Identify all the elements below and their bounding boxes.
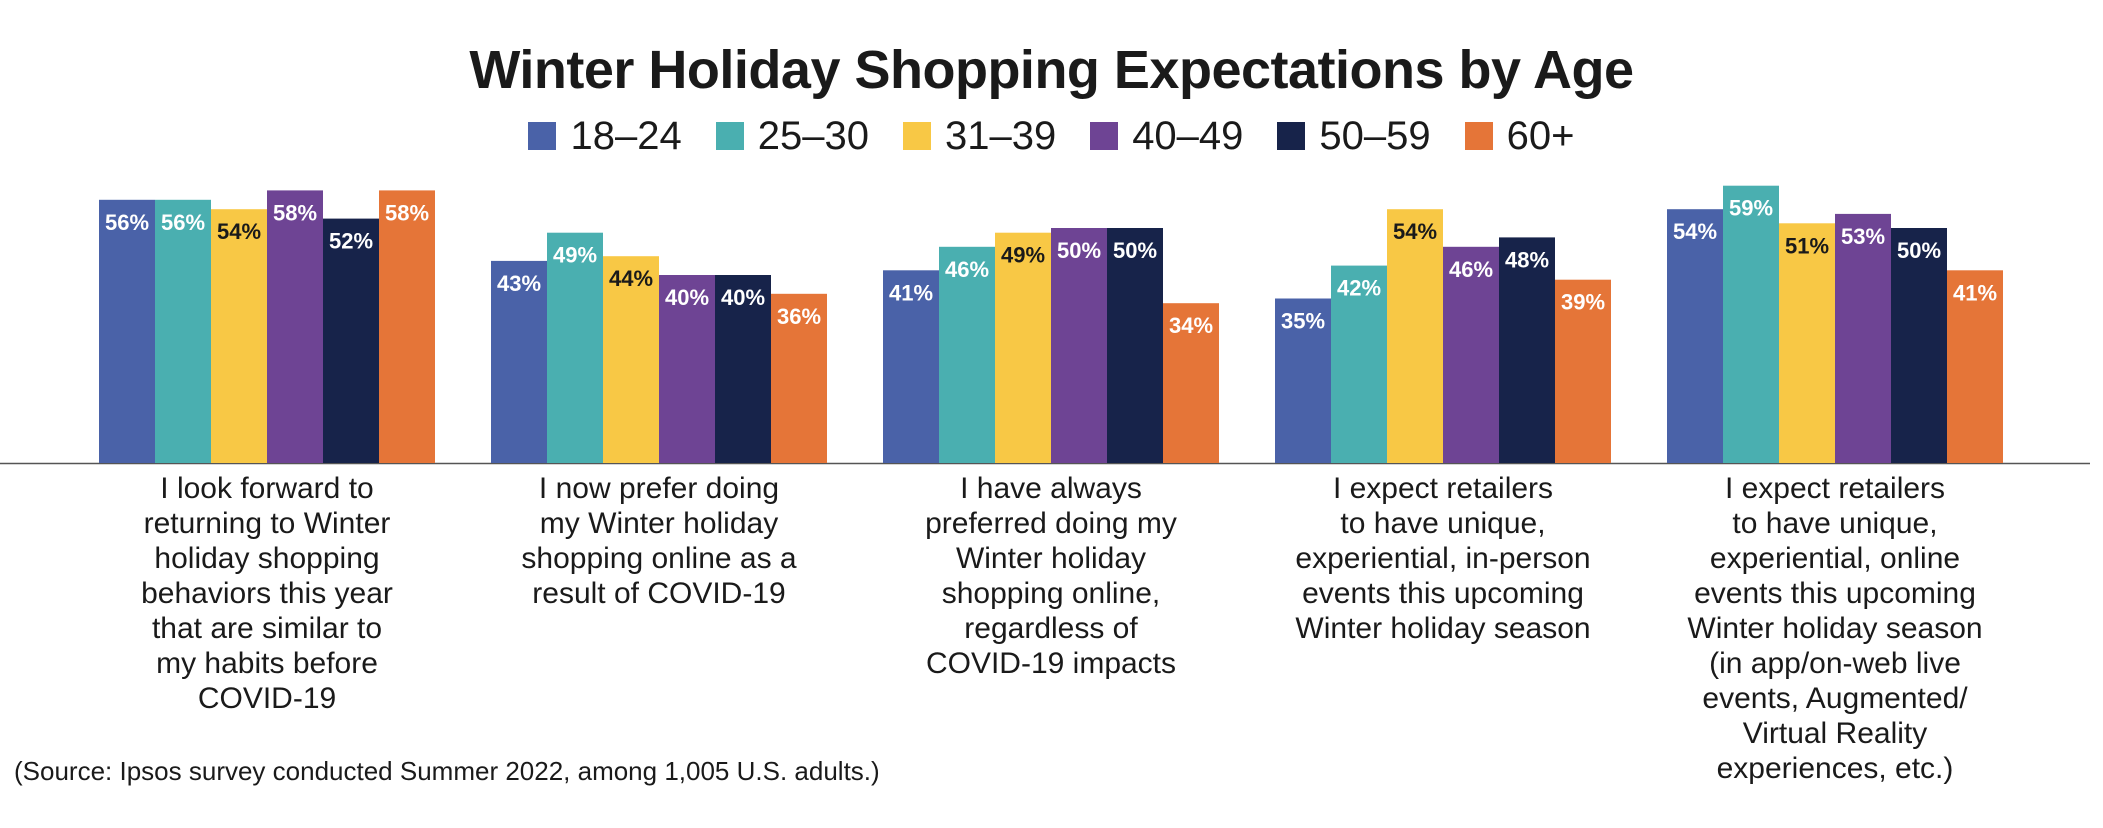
legend-item-1: 18–24: [528, 112, 682, 160]
legend-item-2: 25–30: [715, 112, 869, 160]
data-label-5-5: 50%: [1897, 238, 1941, 263]
bar-group-3: 41% 46% 49% 50% 50% 34%: [883, 228, 1219, 463]
data-label-4-1: 35%: [1281, 309, 1325, 334]
data-label-4-4: 46%: [1449, 257, 1493, 282]
data-label-2-3: 44%: [609, 266, 653, 291]
bar-group-2: 43% 49% 44% 40% 40% 36%: [491, 232, 827, 463]
category-label-5: I expect retailers to have unique, exper…: [1687, 472, 1983, 785]
data-label-1-2: 56%: [161, 210, 205, 235]
bar-5-3: [1779, 223, 1835, 463]
bar-1-4: [267, 190, 323, 463]
legend-swatch: [528, 122, 557, 150]
bar-4-3: [1387, 209, 1443, 463]
bar-group-1: 56% 56% 54% 58% 52% 58%: [99, 190, 435, 464]
data-label-1-6: 58%: [385, 200, 429, 225]
legend-label: 25–30: [757, 114, 869, 158]
data-label-4-2: 42%: [1337, 276, 1381, 301]
legend-swatch: [1464, 122, 1493, 150]
bar-5-1: [1667, 209, 1723, 463]
legend-label: 18–24: [570, 114, 682, 158]
data-label-1-1: 56%: [105, 210, 149, 235]
bar-5-4: [1835, 213, 1891, 463]
data-label-4-3: 54%: [1393, 219, 1437, 244]
bar-3-3: [995, 232, 1051, 463]
bar-5-5: [1891, 228, 1947, 463]
chart-legend: 18–24 25–30 31–39 40–49 50–59 60+: [0, 112, 2103, 160]
bar-1-6: [379, 190, 435, 463]
data-label-3-3: 49%: [1001, 243, 1045, 268]
data-label-3-2: 46%: [945, 257, 989, 282]
legend-swatch: [1090, 122, 1119, 150]
data-label-1-5: 52%: [329, 229, 373, 254]
data-label-4-6: 39%: [1561, 290, 1605, 315]
bar-2-6: [771, 293, 827, 463]
bar-4-5: [1499, 237, 1555, 463]
data-label-4-5: 48%: [1505, 247, 1549, 272]
data-label-5-2: 59%: [1729, 196, 1773, 221]
bar-3-5: [1107, 228, 1163, 463]
chart-title: Winter Holiday Shopping Expectations by …: [469, 40, 1634, 100]
bar-3-2: [939, 246, 995, 463]
bar-2-2: [547, 232, 603, 463]
legend-item-6: 60+: [1464, 112, 1575, 160]
bar-2-1: [491, 260, 547, 463]
data-label-2-6: 36%: [777, 304, 821, 329]
bar-4-6: [1555, 279, 1611, 463]
bar-3-4: [1051, 228, 1107, 463]
data-label-5-4: 53%: [1841, 224, 1885, 249]
data-label-3-5: 50%: [1113, 238, 1157, 263]
category-label-4: I expect retailers to have unique, exper…: [1295, 472, 1591, 645]
legend-swatch: [715, 122, 744, 150]
bar-1-2: [155, 199, 211, 464]
bar-5-6: [1947, 270, 2003, 463]
legend-label: 40–49: [1132, 114, 1244, 158]
legend-label: 31–39: [944, 114, 1057, 158]
legend-swatch: [1277, 122, 1306, 150]
legend-label: 60+: [1506, 114, 1575, 158]
data-label-2-1: 43%: [497, 271, 541, 296]
data-label-5-6: 41%: [1953, 280, 1997, 305]
legend-item-5: 50–59: [1277, 112, 1431, 160]
bar-4-1: [1275, 298, 1331, 463]
bar-2-3: [603, 256, 659, 463]
bar-2-5: [715, 275, 771, 463]
bar-3-6: [1163, 303, 1219, 463]
category-label-2: I now prefer doing my Winter holiday sho…: [521, 472, 797, 610]
data-label-3-4: 50%: [1057, 238, 1101, 263]
bar-4-4: [1443, 246, 1499, 463]
data-label-5-1: 54%: [1673, 219, 1717, 244]
category-label-1: I look forward to returning to Winter ho…: [141, 472, 393, 715]
bar-1-1: [99, 199, 155, 464]
data-label-3-6: 34%: [1169, 313, 1213, 338]
bar-group-4: 35% 42% 54% 46% 48% 39%: [1275, 209, 1611, 463]
bar-2-4: [659, 275, 715, 463]
data-label-2-5: 40%: [721, 285, 765, 310]
data-label-3-1: 41%: [889, 280, 933, 305]
source-note: (Source: Ipsos survey conducted Summer 2…: [14, 756, 880, 786]
bar-4-2: [1331, 265, 1387, 463]
bar-group-5: 54% 59% 51% 53% 50% 41%: [1667, 185, 2003, 463]
data-label-1-4: 58%: [273, 200, 317, 225]
bar-1-3: [211, 209, 267, 463]
bar-3-1: [883, 270, 939, 463]
bar-1-5: [323, 218, 379, 463]
legend-swatch: [902, 122, 931, 150]
data-label-1-3: 54%: [217, 219, 261, 244]
data-label-2-4: 40%: [665, 285, 709, 310]
data-label-2-2: 49%: [553, 243, 597, 268]
legend-label: 50–59: [1319, 114, 1431, 158]
bar-5-2: [1723, 185, 1779, 463]
legend-item-4: 40–49: [1090, 112, 1243, 160]
category-label-3: I have always preferred doing my Winter …: [925, 472, 1177, 680]
legend-item-3: 31–39: [902, 112, 1057, 160]
data-label-5-3: 51%: [1785, 233, 1829, 258]
